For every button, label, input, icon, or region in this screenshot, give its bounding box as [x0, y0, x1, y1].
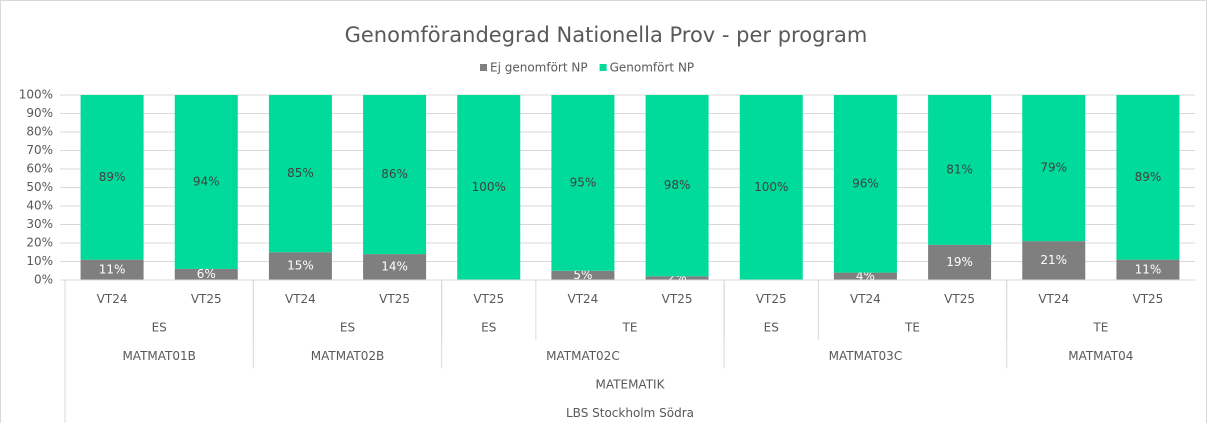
x-tick-label: VT24	[1038, 292, 1069, 306]
value-label: 100%	[754, 180, 788, 194]
bar-segment	[1022, 241, 1086, 280]
value-label: 11%	[99, 262, 126, 276]
group-label: ES	[481, 320, 496, 334]
x-tick-label: VT24	[850, 292, 881, 306]
legend-swatch	[480, 64, 487, 71]
group-label: MATMAT02B	[311, 349, 384, 363]
value-label: 98%	[664, 178, 691, 192]
group-label: ES	[152, 320, 167, 334]
x-tick-label: VT25	[191, 292, 222, 306]
bar-segment	[80, 95, 144, 260]
x-tick-label: VT25	[662, 292, 693, 306]
value-label: 89%	[99, 170, 126, 184]
bar-segment	[928, 95, 992, 245]
y-tick-label: 50%	[26, 180, 53, 194]
value-label: 11%	[1135, 262, 1162, 276]
bar-segment	[551, 270, 615, 280]
bar-segment	[1022, 95, 1086, 242]
group-label: MATEMATIK	[596, 377, 666, 391]
value-label: 5%	[573, 268, 592, 282]
y-tick-label: 40%	[26, 199, 53, 213]
y-tick-label: 0%	[34, 273, 53, 287]
x-tick-label: VT24	[568, 292, 599, 306]
x-tick-label: VT25	[473, 292, 504, 306]
group-label: TE	[904, 320, 920, 334]
chart-title: Genomförandegrad Nationella Prov - per p…	[345, 23, 868, 47]
group-label: TE	[1092, 320, 1108, 334]
bar-segment	[833, 95, 897, 273]
value-label: 96%	[852, 176, 879, 190]
bar-segment	[1116, 259, 1180, 280]
legend-label: Ej genomfört NP	[490, 61, 588, 75]
bar-segment	[457, 95, 521, 280]
value-label: 6%	[197, 267, 216, 281]
value-label: 100%	[472, 180, 506, 194]
bar-segment	[268, 252, 332, 280]
group-label: MATMAT01B	[122, 349, 195, 363]
group-label: MATMAT04	[1068, 349, 1133, 363]
x-tick-label: VT24	[285, 292, 316, 306]
group-label: MATMAT02C	[546, 349, 620, 363]
y-tick-label: 10%	[26, 254, 53, 268]
y-tick-label: 20%	[26, 236, 53, 250]
bar-segment	[928, 244, 992, 280]
value-label: 15%	[287, 259, 314, 273]
value-label: 89%	[1135, 170, 1162, 184]
bar-segment	[739, 95, 803, 280]
value-label: 19%	[946, 255, 973, 269]
x-tick-label: VT24	[97, 292, 128, 306]
bar-segment	[268, 95, 332, 253]
value-label: 79%	[1040, 161, 1067, 175]
x-tick-label: VT25	[944, 292, 975, 306]
y-tick-label: 70%	[26, 143, 53, 157]
y-tick-label: 30%	[26, 217, 53, 231]
group-label: ES	[764, 320, 779, 334]
value-label: 21%	[1040, 253, 1067, 267]
value-label: 95%	[570, 175, 597, 189]
bar-segment	[363, 254, 427, 280]
bar-segment	[174, 95, 238, 269]
bar-segment	[174, 268, 238, 280]
value-label: 86%	[381, 167, 408, 181]
bar-segment	[551, 95, 615, 271]
value-label: 85%	[287, 166, 314, 180]
legend-swatch	[599, 64, 607, 71]
value-label: 94%	[193, 174, 220, 188]
y-tick-label: 100%	[19, 88, 53, 102]
y-tick-label: 90%	[26, 106, 53, 120]
y-tick-label: 60%	[26, 162, 53, 176]
bar-segment	[645, 95, 709, 277]
group-label: ES	[340, 320, 355, 334]
x-tick-label: VT25	[379, 292, 410, 306]
x-tick-label: VT25	[756, 292, 787, 306]
value-label: 14%	[381, 260, 408, 274]
bar-segment	[363, 95, 427, 255]
group-label: LBS Stockholm Södra	[566, 406, 694, 420]
group-label: MATMAT03C	[829, 349, 903, 363]
bar-segment	[645, 276, 709, 280]
bar-segment	[80, 259, 144, 280]
legend-label: Genomfört NP	[610, 61, 695, 75]
y-tick-label: 80%	[26, 125, 53, 139]
bar-segment	[1116, 95, 1180, 260]
value-label: 81%	[946, 162, 973, 176]
bar-segment	[833, 272, 897, 280]
group-label: TE	[622, 320, 638, 334]
x-tick-label: VT25	[1133, 292, 1164, 306]
